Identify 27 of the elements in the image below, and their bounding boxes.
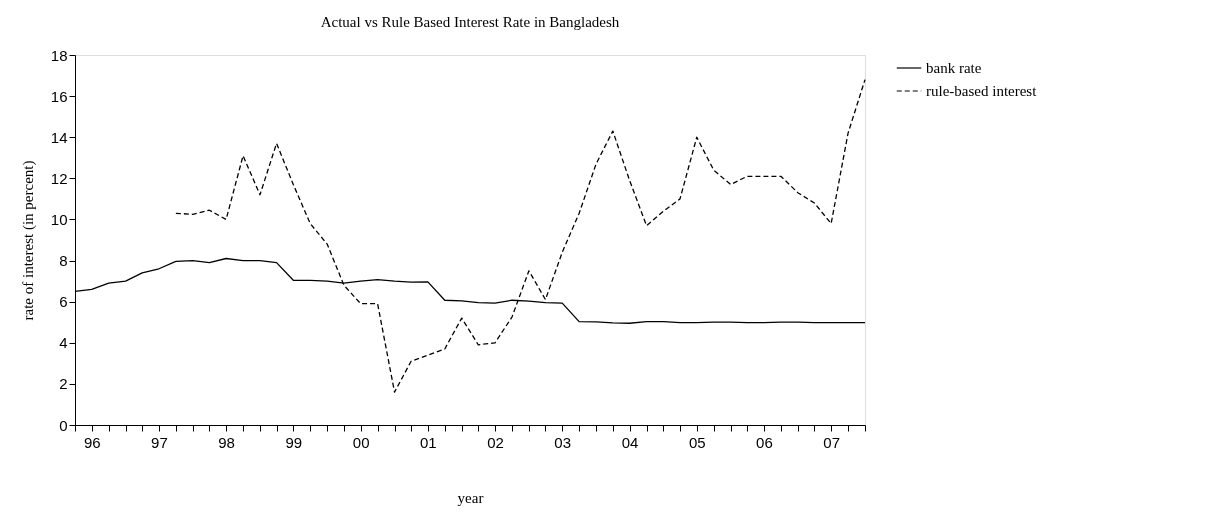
x-tick-label: 01: [420, 433, 437, 451]
x-tick-label: 03: [554, 433, 572, 451]
x-tick-label: 02: [487, 433, 504, 451]
chart-title: Actual vs Rule Based Interest Rate in Bangladesh: [320, 14, 620, 30]
x-tick-label: 07: [823, 433, 840, 451]
x-tick-label: 99: [285, 433, 303, 451]
y-tick-label: 12: [50, 169, 68, 187]
x-tick-label: 05: [688, 433, 706, 451]
y-axis-title: rate of interest (in percent): [19, 160, 37, 321]
x-tick-label: 04: [621, 433, 639, 451]
legend-label: rule-based interest: [926, 83, 1038, 99]
y-tick-label: 16: [50, 87, 68, 105]
y-tick-label: 8: [59, 252, 68, 270]
x-tick-label: 97: [151, 433, 168, 451]
y-tick-label: 14: [50, 128, 68, 146]
x-tick-label: 98: [218, 433, 235, 451]
y-tick-label: 4: [59, 334, 68, 352]
y-tick-label: 2: [59, 375, 68, 393]
x-axis-title: year: [457, 489, 484, 506]
y-tick-label: 6: [59, 293, 68, 311]
x-tick-label: 96: [83, 433, 101, 451]
x-tick-label: 00: [352, 433, 370, 451]
y-tick-label: 0: [59, 416, 68, 434]
legend-label: bank rate: [926, 60, 982, 76]
y-tick-label: 10: [50, 210, 68, 228]
x-tick-label: 06: [756, 433, 773, 451]
y-tick-label: 18: [50, 46, 68, 64]
